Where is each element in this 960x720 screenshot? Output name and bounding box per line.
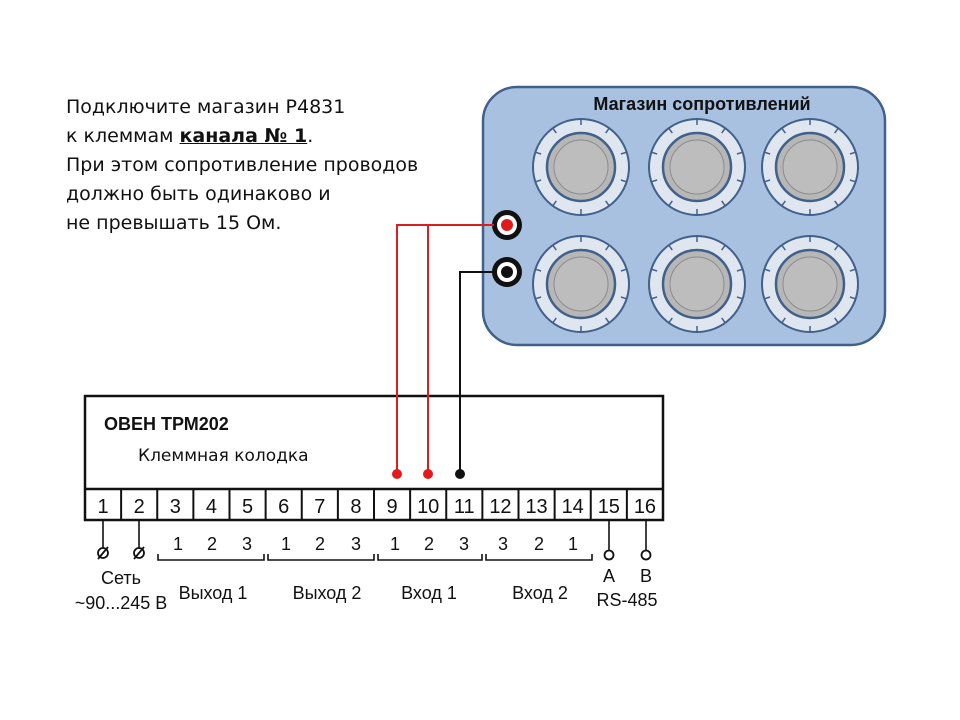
terminal-number: 1 xyxy=(98,496,109,518)
group-brackets xyxy=(157,554,593,561)
output1-pin-2: 2 xyxy=(207,534,217,554)
rs485-label: RS-485 xyxy=(596,590,657,610)
terminal-number: 3 xyxy=(170,496,181,518)
output1-pin-3: 3 xyxy=(242,534,252,554)
input2-label: Вход 2 xyxy=(512,583,568,603)
input1-pin-1: 1 xyxy=(390,534,400,554)
input1-pin-3: 3 xyxy=(459,534,469,554)
rs485-pin-b: B xyxy=(640,566,652,586)
black-wire-dot-11 xyxy=(455,469,465,479)
rs485-pin-a: A xyxy=(603,566,615,586)
terminal-number: 4 xyxy=(206,496,217,518)
wires xyxy=(392,224,494,479)
input1-pin-2: 2 xyxy=(424,534,434,554)
instruction-line-2-prefix: к клеммам xyxy=(66,125,180,147)
terminal-number: 9 xyxy=(387,496,398,518)
power-voltage-label: ~90...245 В xyxy=(75,593,168,613)
output1-label: Выход 1 xyxy=(179,583,248,603)
instruction-text: Подключите магазин Р4831 к клеммам канал… xyxy=(66,93,418,238)
resistance-knob xyxy=(532,235,630,333)
power-terminal-icons xyxy=(97,520,145,560)
terminal-number: 12 xyxy=(489,496,511,518)
terminal-number: 13 xyxy=(525,496,547,518)
device-title: ОВЕН ТРМ202 xyxy=(104,414,229,434)
rs485-terminal-icons xyxy=(603,520,652,561)
terminal-number: 6 xyxy=(278,496,289,518)
terminal-b-icon xyxy=(640,549,652,561)
terminal-number: 16 xyxy=(634,496,656,518)
input2-pin-3: 3 xyxy=(498,534,508,554)
input2-pin-2: 2 xyxy=(534,534,544,554)
terminal-number: 8 xyxy=(350,496,361,518)
instruction-line-5: не превышать 15 Ом. xyxy=(66,212,282,234)
resistance-knob xyxy=(532,118,630,216)
instruction-line-4: должно быть одинаково и xyxy=(66,183,331,205)
black-binding-post xyxy=(492,257,522,287)
resistance-knob xyxy=(648,235,746,333)
instruction-line-2-suffix: . xyxy=(307,125,314,147)
instruction-line-1: Подключите магазин Р4831 xyxy=(66,96,346,118)
input2-pin-1: 1 xyxy=(568,534,578,554)
terminal-number: 11 xyxy=(454,496,475,518)
output1-pin-1: 1 xyxy=(173,534,183,554)
output2-label: Выход 2 xyxy=(293,583,362,603)
output2-pin-3: 3 xyxy=(351,534,361,554)
terminal-number: 10 xyxy=(417,496,439,518)
channel-highlight: канала № 1 xyxy=(179,125,308,147)
terminal-number: 14 xyxy=(562,496,584,518)
red-wire-dot-10 xyxy=(423,469,433,479)
resistance-box-title: Магазин сопротивлений xyxy=(593,94,810,114)
terminal-number: 2 xyxy=(134,496,145,518)
terminal-number: 7 xyxy=(314,496,325,518)
terminal-a-icon xyxy=(603,549,615,561)
power-label: Сеть xyxy=(101,568,141,588)
black-wire-terminal-11 xyxy=(459,271,494,474)
output2-pin-2: 2 xyxy=(315,534,325,554)
output2-pin-1: 1 xyxy=(281,534,291,554)
red-wire-dot-9 xyxy=(392,469,402,479)
red-binding-post xyxy=(492,210,522,240)
instruction-line-3: При этом сопротивление проводов xyxy=(66,154,419,176)
resistance-knob xyxy=(761,118,859,216)
knob-group xyxy=(532,118,859,333)
terminal-number: 5 xyxy=(242,496,253,518)
resistance-knob xyxy=(761,235,859,333)
terminal-strip: 1 2 3 4 5 6 7 8 9 10 11 12 13 14 15 16 xyxy=(98,489,656,520)
resistance-knob xyxy=(648,118,746,216)
input1-label: Вход 1 xyxy=(401,583,457,603)
device-subtitle: Клеммная колодка xyxy=(138,446,309,466)
terminal-number: 15 xyxy=(598,496,620,518)
red-wire-terminal-9 xyxy=(396,224,494,474)
instruction-line-2: к клеммам канала № 1. xyxy=(66,122,418,151)
